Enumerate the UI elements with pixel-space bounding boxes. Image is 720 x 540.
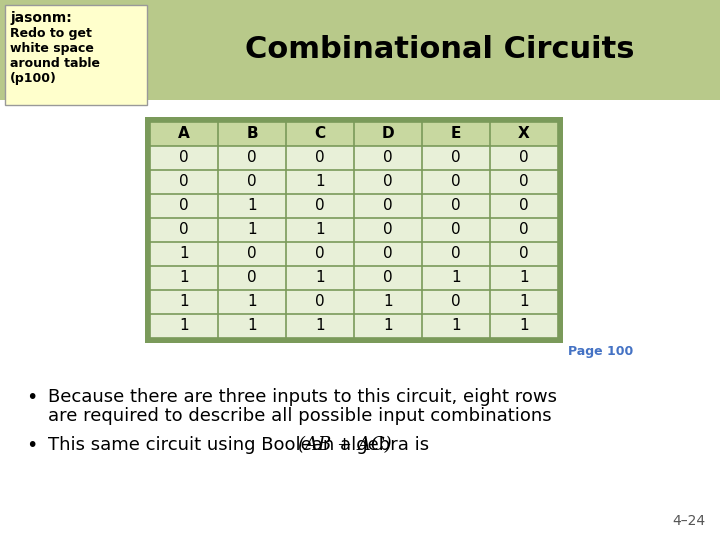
Text: 1: 1 [519,294,528,309]
Text: 1: 1 [179,271,189,286]
Text: 1: 1 [519,319,528,334]
FancyBboxPatch shape [5,5,147,105]
Text: Because there are three inputs to this circuit, eight rows: Because there are three inputs to this c… [48,388,557,406]
Text: 0: 0 [383,271,393,286]
Text: 1: 1 [315,319,325,334]
Text: 1: 1 [383,294,393,309]
Text: 0: 0 [247,246,257,261]
Text: 1: 1 [247,294,257,309]
Text: •: • [27,436,37,455]
Text: 1: 1 [315,174,325,190]
Bar [150,266,558,290]
Text: Page 100: Page 100 [568,345,634,358]
Text: 1: 1 [519,271,528,286]
Text: 0: 0 [247,151,257,165]
Bar [150,194,558,218]
Text: 0: 0 [247,271,257,286]
Text: X: X [518,126,530,141]
Text: 0: 0 [451,222,461,238]
Text: 1: 1 [179,294,189,309]
Text: A: A [178,126,190,141]
Text: D: D [382,126,395,141]
Text: 0: 0 [383,151,393,165]
Text: Redo to get
white space
around table
(p100): Redo to get white space around table (p1… [10,27,100,85]
Text: 0: 0 [179,199,189,213]
Bar [150,122,558,146]
Text: 4–24: 4–24 [672,514,705,528]
Text: Combinational Circuits: Combinational Circuits [246,36,635,64]
Text: This same circuit using Boolean algebra is: This same circuit using Boolean algebra … [48,436,435,454]
Bar [150,218,558,242]
Text: 1: 1 [247,319,257,334]
Text: 0: 0 [315,199,325,213]
Bar [145,117,563,343]
Text: 0: 0 [247,174,257,190]
Text: 0: 0 [451,151,461,165]
Text: 0: 0 [179,174,189,190]
Text: 0: 0 [451,199,461,213]
Text: jasonm:: jasonm: [10,11,72,25]
Text: 0: 0 [383,174,393,190]
Text: •: • [27,388,37,407]
Text: 0: 0 [519,199,528,213]
Text: 0: 0 [519,246,528,261]
Text: 1: 1 [179,319,189,334]
Text: 1: 1 [315,271,325,286]
Text: 0: 0 [519,151,528,165]
Bar [150,290,558,314]
Bar [150,146,558,170]
Bar [0,0,720,100]
Text: 0: 0 [315,294,325,309]
Text: 1: 1 [179,246,189,261]
Text: 0: 0 [315,151,325,165]
Text: 0: 0 [451,174,461,190]
Text: 1: 1 [247,199,257,213]
Text: 0: 0 [179,222,189,238]
Text: 0: 0 [315,246,325,261]
Text: 0: 0 [451,246,461,261]
Text: 1: 1 [247,222,257,238]
Text: 0: 0 [383,246,393,261]
Text: 0: 0 [383,199,393,213]
Text: 0: 0 [179,151,189,165]
Text: 0: 0 [383,222,393,238]
Text: (AB + AC): (AB + AC) [298,436,392,454]
Text: 1: 1 [451,271,461,286]
Text: 0: 0 [451,294,461,309]
Text: 1: 1 [315,222,325,238]
Text: 1: 1 [451,319,461,334]
Text: 0: 0 [519,222,528,238]
Text: C: C [315,126,325,141]
Text: 1: 1 [383,319,393,334]
Bar [150,170,558,194]
Text: E: E [451,126,462,141]
Text: B: B [246,126,258,141]
Bar [150,314,558,338]
Text: 0: 0 [519,174,528,190]
Bar [150,242,558,266]
Text: are required to describe all possible input combinations: are required to describe all possible in… [48,407,552,425]
